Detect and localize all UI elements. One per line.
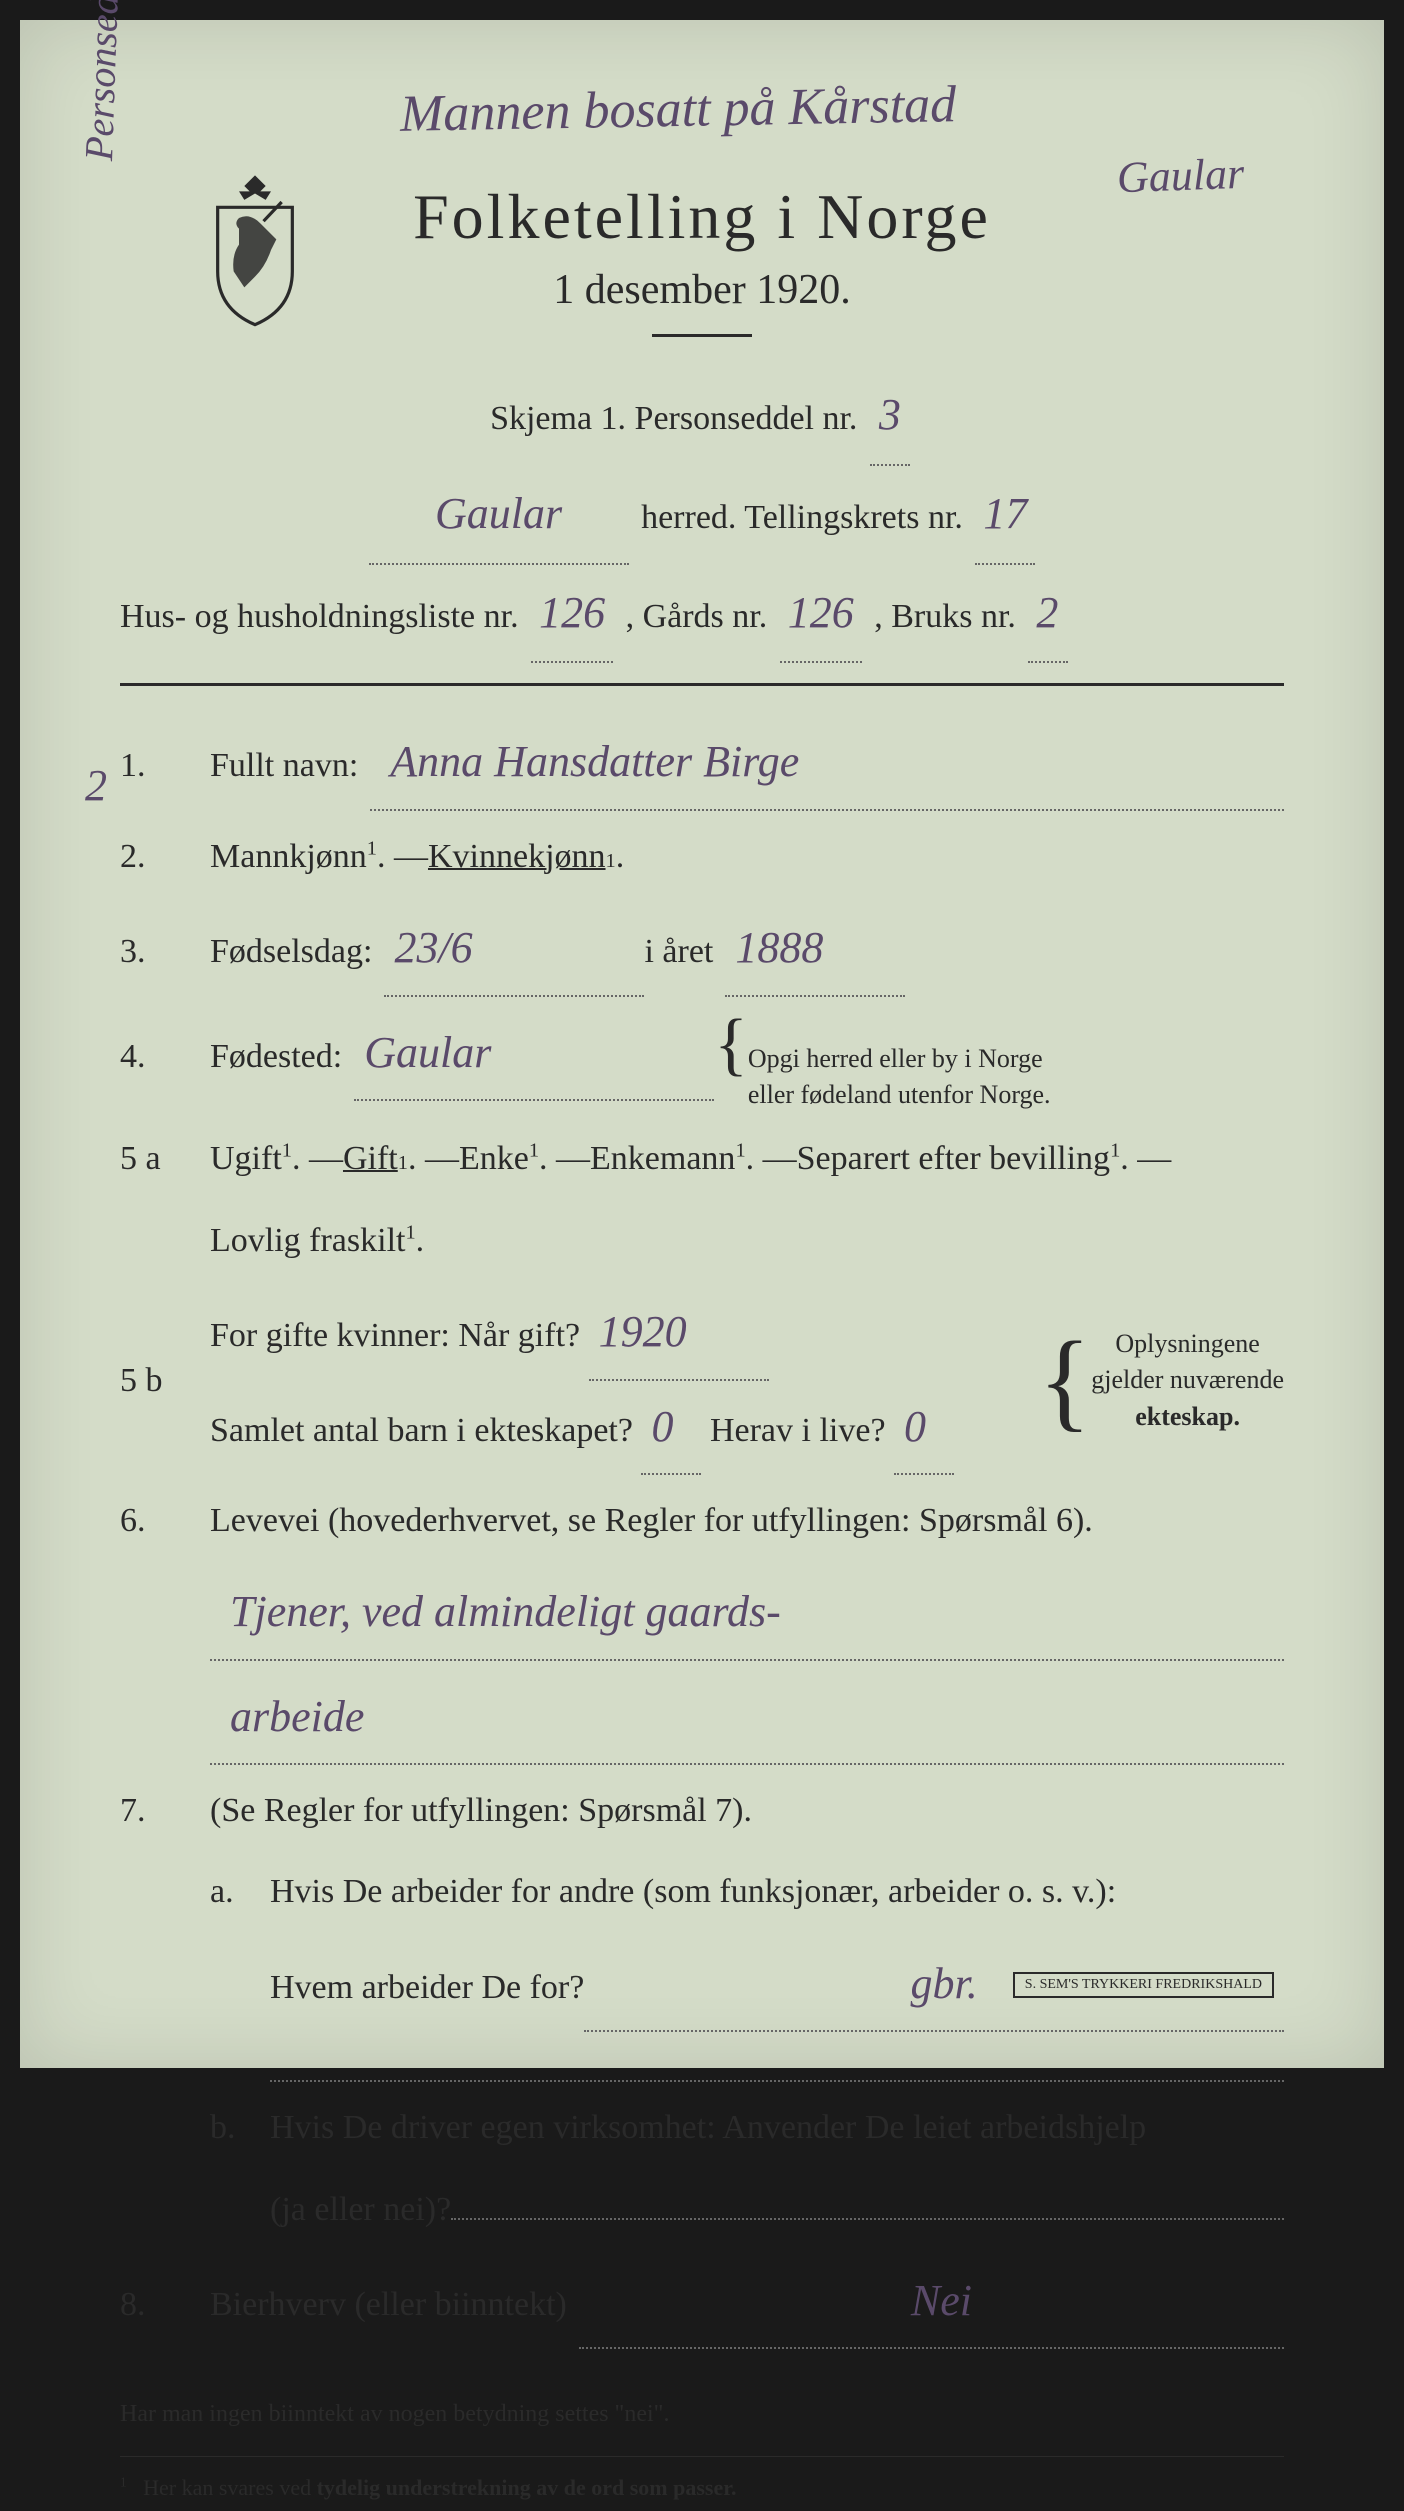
q5b-label3: Herav i live?: [710, 1412, 886, 1449]
q5b-row: 5 b For gifte kvinner: Når gift? 1920 Sa…: [120, 1286, 1284, 1475]
q2-row: 2. Mannkjønn1. — Kvinnekjønn1.: [120, 821, 1284, 892]
q5b-note: Oplysningene gjelder nuværende ekteskap.: [1091, 1326, 1284, 1435]
personseddel-nr: 3: [870, 367, 910, 466]
q5a-enkemann: Enkemann1. —: [590, 1123, 797, 1194]
gards-nr: 126: [780, 565, 862, 664]
q1-row: 1. Fullt navn: Anna Hansdatter Birge: [120, 716, 1284, 810]
title-rule: [652, 334, 752, 337]
q7a-blank-line: [270, 2042, 1284, 2082]
q5b-bracket: {: [1038, 1353, 1091, 1408]
q5b-alive: 0: [894, 1381, 954, 1475]
q5b-children: 0: [641, 1381, 701, 1475]
q5a-fraskilt: Lovlig fraskilt1.: [210, 1205, 424, 1276]
herred-value: Gaular: [369, 466, 629, 565]
q8-label: Bierhverv (eller biinntekt): [210, 2269, 567, 2340]
q5b-label2: Samlet antal barn i ekteskapet?: [210, 1412, 633, 1449]
q7b-text2: (ja eller nei)?: [270, 2174, 451, 2245]
q3-label-b: i året: [644, 916, 713, 987]
q7b-num: b.: [210, 2092, 270, 2163]
q6-value-row2: arbeide: [120, 1671, 1284, 1765]
q4-label: Fødested:: [210, 1021, 342, 1092]
q7a-text1: Hvis De arbeider for andre (som funksjon…: [270, 1856, 1116, 1927]
q5b-label1: For gifte kvinner: Når gift?: [210, 1317, 580, 1354]
q5b-num: 5 b: [120, 1345, 210, 1416]
q5a-row: 5 a Ugift1. — Gift1. — Enke1. — Enkemann…: [120, 1123, 1284, 1194]
q4-bracket: {: [714, 1027, 748, 1062]
q7b-row: b. Hvis De driver egen virksomhet: Anven…: [120, 2092, 1284, 2163]
q3-num: 3.: [120, 916, 210, 987]
q5b-year: 1920: [589, 1286, 769, 1380]
q5a-gift: Gift: [343, 1123, 398, 1194]
husliste-nr: 126: [531, 565, 613, 664]
q6-label: Levevei (hovederhvervet, se Regler for u…: [210, 1485, 1093, 1556]
q4-note: Opgi herred eller by i Norge eller fødel…: [748, 1041, 1051, 1114]
q5a-row2: Lovlig fraskilt1.: [120, 1205, 1284, 1276]
header-block: Skjema 1. Personseddel nr. 3 Gaular herr…: [120, 367, 1284, 663]
footnote: 1 Her kan svares ved tydelig understrekn…: [120, 2456, 1284, 2511]
q4-row: 4. Fødested: Gaular { Opgi herred eller …: [120, 1007, 1284, 1114]
q3-year: 1888: [725, 902, 905, 996]
form-body: 1. Fullt navn: Anna Hansdatter Birge 2. …: [120, 716, 1284, 2511]
q8-row: 8. Bierhverv (eller biinntekt) Nei: [120, 2255, 1284, 2349]
q3-row: 3. Fødselsdag: 23/6 i året 1888: [120, 902, 1284, 996]
gards-label: , Gårds nr.: [626, 598, 768, 635]
q7a-text2: Hvem arbeider De for?: [270, 1952, 584, 2023]
q2-female: Kvinnekjønn: [428, 821, 606, 892]
q6-value1: Tjener, ved almindeligt gaards-: [210, 1566, 1284, 1660]
form-divider: [120, 683, 1284, 686]
printer-mark: S. SEM'S TRYKKERI FREDRIKSHALD: [1013, 1972, 1274, 1998]
q5a-separert: Separert efter bevilling1. —: [797, 1123, 1172, 1194]
bruks-nr: 2: [1028, 565, 1068, 664]
q4-value: Gaular: [354, 1007, 714, 1101]
q5a-enke: Enke1. —: [459, 1123, 590, 1194]
q8-num: 8.: [120, 2269, 210, 2340]
census-form-page: Mannen bosatt på Kårstad Gaular Personse…: [20, 20, 1384, 2068]
q6-value-row1: Tjener, ved almindeligt gaards-: [120, 1566, 1284, 1660]
q1-num: 1.: [120, 730, 210, 801]
annotation-left-vertical: Personseddel Mann 2.: [75, 0, 134, 162]
husliste-label: Hus- og husholdningsliste nr.: [120, 598, 519, 635]
q8-value: Nei: [579, 2255, 1284, 2349]
q7b-row2: (ja eller nei)?: [120, 2174, 1284, 2245]
q7-label: (Se Regler for utfyllingen: Spørsmål 7).: [210, 1775, 752, 1846]
bruks-label: , Bruks nr.: [874, 598, 1016, 635]
fine-print: Har man ingen biinntekt av nogen betydni…: [120, 2389, 1284, 2439]
annotation-top-2: Gaular: [1116, 148, 1245, 203]
q7-row: 7. (Se Regler for utfyllingen: Spørsmål …: [120, 1775, 1284, 1846]
annotation-top: Mannen bosatt på Kårstad: [400, 75, 957, 144]
q5a-num: 5 a: [120, 1123, 210, 1194]
q7b-text1: Hvis De driver egen virksomhet: Anvender…: [270, 2092, 1146, 2163]
q6-value2: arbeide: [210, 1671, 1284, 1765]
q7b-value: [451, 2180, 1284, 2220]
q1-value: Anna Hansdatter Birge: [370, 716, 1284, 810]
q4-num: 4.: [120, 1021, 210, 1092]
q7a-row: a. Hvis De arbeider for andre (som funks…: [120, 1856, 1284, 1927]
q3-label-a: Fødselsdag:: [210, 916, 372, 987]
q3-day: 23/6: [384, 902, 644, 996]
tellingskrets-nr: 17: [975, 466, 1035, 565]
q2-male: Mannkjønn1. —: [210, 821, 428, 892]
coat-of-arms-icon: [200, 170, 310, 330]
q5a-ugift: Ugift1. —: [210, 1123, 343, 1194]
q2-num: 2.: [120, 821, 210, 892]
q7a-blank: [120, 2042, 1284, 2082]
q1-label: Fullt navn:: [210, 730, 358, 801]
skjema-label: Skjema 1. Personseddel nr.: [490, 400, 857, 437]
q7-num: 7.: [120, 1775, 210, 1846]
q6-row: 6. Levevei (hovederhvervet, se Regler fo…: [120, 1485, 1284, 1556]
q6-num: 6.: [120, 1485, 210, 1556]
q7a-num: a.: [210, 1856, 270, 1927]
annotation-left-margin: 2: [85, 760, 107, 811]
herred-label: herred. Tellingskrets nr.: [641, 499, 963, 536]
